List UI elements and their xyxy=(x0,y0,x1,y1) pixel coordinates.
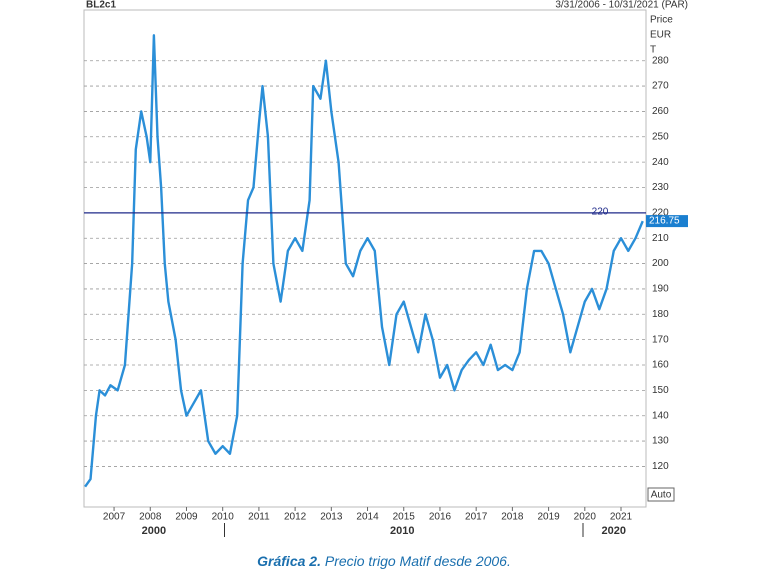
y-tick-label: 170 xyxy=(652,334,669,345)
y-axis-label: T xyxy=(650,45,656,56)
y-tick-label: 270 xyxy=(652,81,669,92)
x-tick-label: 2020 xyxy=(574,512,597,523)
y-tick-label: 140 xyxy=(652,410,669,421)
y-tick-label: 150 xyxy=(652,385,669,396)
price-line xyxy=(84,34,644,488)
y-axis-label: EUR xyxy=(650,30,671,41)
x-tick-label: 2008 xyxy=(139,512,162,523)
x-tick-label: 2013 xyxy=(320,512,343,523)
date-range: 3/31/2006 - 10/31/2021 (PAR) xyxy=(555,0,688,11)
decade-label: 2000 xyxy=(142,525,166,537)
x-tick-label: 2015 xyxy=(393,512,416,523)
decade-label: 2020 xyxy=(602,525,626,537)
decade-label: 2010 xyxy=(390,525,414,537)
auto-button xyxy=(647,487,675,502)
y-tick-label: 240 xyxy=(652,157,669,168)
reference-label: 220 xyxy=(592,206,609,217)
x-tick-label: 2011 xyxy=(248,512,270,523)
auto-label: Auto xyxy=(651,490,672,501)
x-tick-label: 2016 xyxy=(429,512,452,523)
y-tick-label: 200 xyxy=(652,258,669,269)
x-tick-label: 2009 xyxy=(175,512,198,523)
caption-bold: Gráfica 2. xyxy=(257,553,321,569)
y-tick-label: 130 xyxy=(652,436,669,447)
caption-text: Precio trigo Matif desde 2006. xyxy=(324,553,511,569)
y-axis-label: Price xyxy=(650,15,673,26)
plot-frame xyxy=(83,9,647,508)
x-tick-label: 2017 xyxy=(465,512,488,523)
y-tick-label: 120 xyxy=(652,461,669,472)
x-tick-label: 2012 xyxy=(284,512,307,523)
x-tick-label: 2014 xyxy=(356,512,379,523)
last-price-label: 216.75 xyxy=(649,216,680,227)
y-tick-label: 220 xyxy=(652,207,669,218)
y-tick-label: 190 xyxy=(652,284,669,295)
y-tick-label: 160 xyxy=(652,360,669,371)
y-tick-label: 280 xyxy=(652,55,669,66)
y-tick-label: 230 xyxy=(652,182,669,193)
caption: Gráfica 2. Precio trigo Matif desde 2006… xyxy=(0,553,768,569)
chart: BL2c1 3/31/2006 - 10/31/2021 (PAR) Price… xyxy=(83,0,688,537)
y-tick-label: 260 xyxy=(652,106,669,117)
x-tick-label: 2021 xyxy=(610,512,633,523)
chart-title: BL2c1 xyxy=(86,0,116,11)
x-tick-label: 2010 xyxy=(212,512,235,523)
x-tick-label: 2007 xyxy=(103,512,126,523)
y-tick-label: 250 xyxy=(652,131,669,142)
x-tick-label: 2018 xyxy=(501,512,524,523)
x-tick-label: 2019 xyxy=(537,512,560,523)
y-tick-label: 180 xyxy=(652,309,669,320)
last-price-box xyxy=(646,215,688,228)
y-tick-label: 210 xyxy=(652,233,669,244)
